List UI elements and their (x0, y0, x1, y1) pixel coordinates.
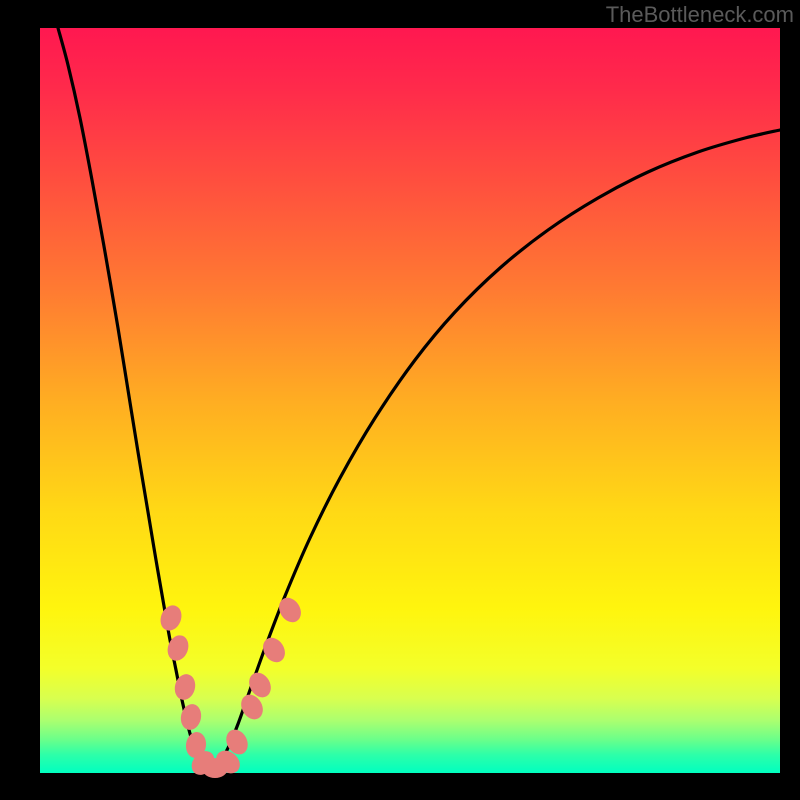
bottleneck-curve-chart (0, 0, 800, 800)
watermark-text: TheBottleneck.com (606, 2, 794, 28)
chart-container: TheBottleneck.com (0, 0, 800, 800)
plot-background (40, 28, 780, 773)
